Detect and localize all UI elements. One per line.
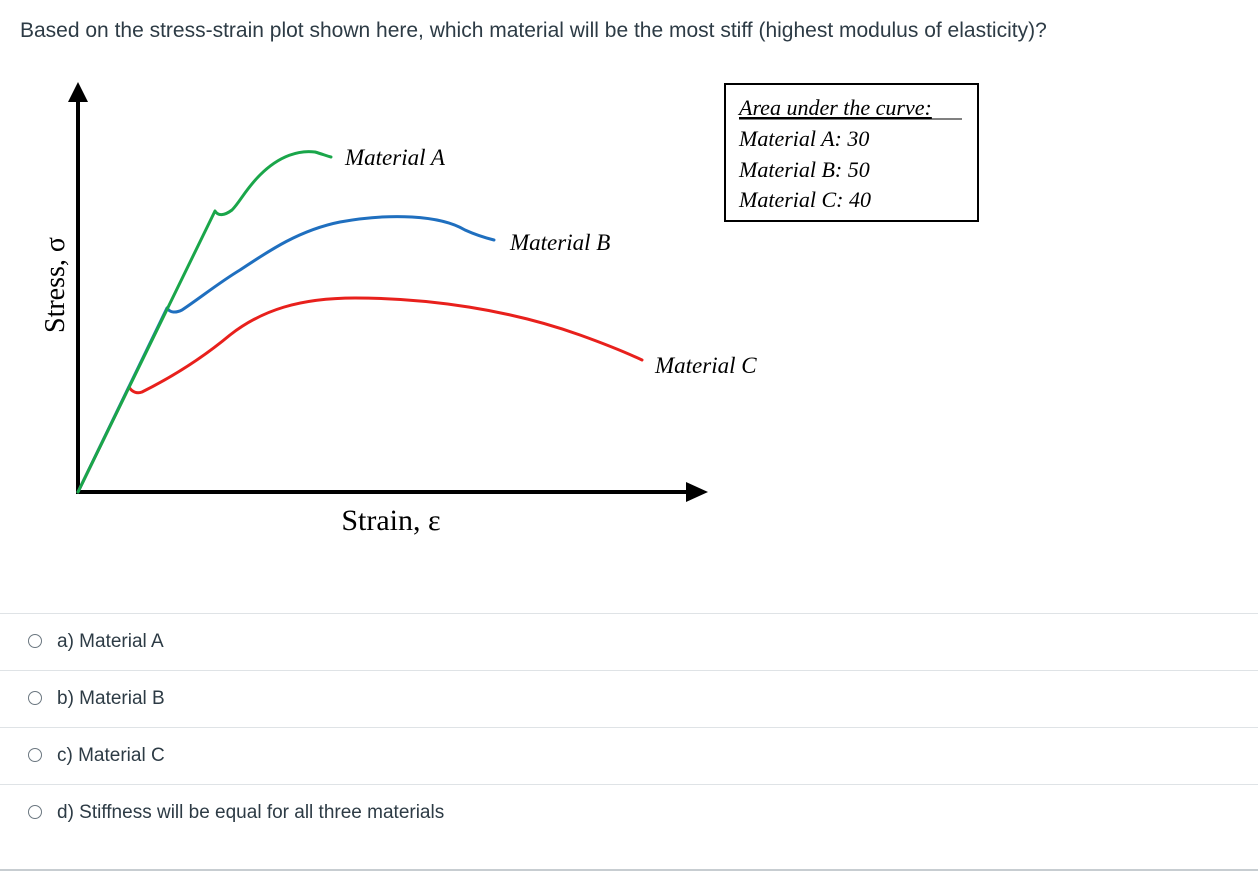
answer-label[interactable]: d) Stiffness will be equal for all three… — [57, 802, 445, 823]
series-label-material-c: Material C — [654, 353, 757, 378]
area-annotation-line-c: Material C: 40 — [738, 187, 871, 212]
area-annotation-title: Area under the curve: — [737, 95, 932, 120]
series-line-material-a — [76, 150, 333, 494]
stress-strain-chart: Material A Material B Material C Stress,… — [40, 82, 979, 537]
answer-list: a) Material A b) Material B c) Material … — [0, 613, 1258, 841]
answer-option-a[interactable]: a) Material A — [0, 613, 1258, 670]
radio-button[interactable] — [28, 805, 42, 819]
answer-option-c[interactable]: c) Material C — [0, 727, 1258, 784]
radio-button[interactable] — [28, 748, 42, 762]
area-annotation-line-b: Material B: 50 — [738, 157, 870, 182]
answer-option-d[interactable]: d) Stiffness will be equal for all three… — [0, 784, 1258, 841]
area-annotation-box — [724, 83, 979, 222]
radio-button[interactable] — [28, 691, 42, 705]
series-line-material-c — [76, 296, 644, 494]
answer-option-b[interactable]: b) Material B — [0, 670, 1258, 727]
divider — [0, 869, 1258, 871]
series-label-material-a: Material A — [344, 145, 446, 170]
y-axis-label: Stress, σ — [40, 237, 71, 333]
answer-label[interactable]: b) Material B — [57, 688, 165, 709]
question-text: Based on the stress-strain plot shown he… — [20, 19, 1047, 42]
answer-label[interactable]: a) Material A — [57, 631, 164, 652]
x-axis-label: Strain, ε — [341, 504, 440, 537]
stress-strain-figure: Material A Material B Material C Stress,… — [0, 60, 1258, 600]
area-annotation-line-a: Material A: 30 — [738, 126, 869, 151]
y-axis-arrow — [68, 82, 88, 102]
answer-label[interactable]: c) Material C — [57, 745, 165, 766]
series-line-material-b — [76, 215, 496, 494]
radio-button[interactable] — [28, 634, 42, 648]
x-axis-arrow — [686, 482, 708, 502]
series-label-material-b: Material B — [509, 230, 610, 255]
